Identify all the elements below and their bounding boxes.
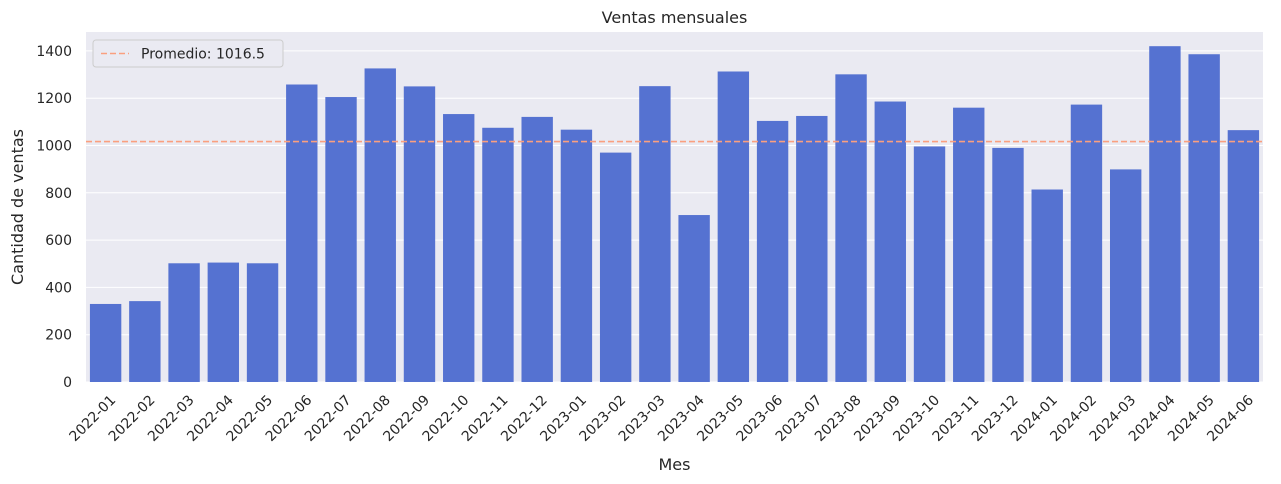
y-tick-label: 800 <box>45 186 72 202</box>
bar <box>874 101 906 382</box>
x-axis-title: Mes <box>659 455 691 474</box>
bar <box>286 84 318 382</box>
bar <box>325 97 357 382</box>
bar <box>207 262 240 382</box>
bar <box>678 215 710 382</box>
bar <box>246 263 279 382</box>
bar <box>443 114 475 382</box>
bar <box>89 303 122 382</box>
bar <box>756 120 789 383</box>
bar <box>521 116 553 382</box>
bar <box>560 129 593 382</box>
y-tick-label: 1000 <box>36 139 72 155</box>
x-tick-labels: 2022-012022-022022-032022-042022-052022-… <box>67 392 1258 445</box>
bar <box>835 74 867 382</box>
bar <box>1188 54 1220 382</box>
bar <box>168 263 200 382</box>
y-tick-label: 200 <box>45 328 72 344</box>
y-tick-label: 0 <box>63 375 72 391</box>
legend-box <box>92 39 284 68</box>
bar <box>913 146 946 382</box>
y-tick-label: 400 <box>45 280 72 296</box>
bar <box>1070 104 1103 382</box>
bar <box>1149 46 1181 383</box>
bars <box>89 46 1260 383</box>
bar <box>129 301 161 382</box>
bar <box>717 71 750 383</box>
legend: Promedio: 1016.5 <box>92 39 284 68</box>
y-tick-label: 1200 <box>36 91 72 107</box>
bar <box>1227 130 1260 382</box>
bar <box>992 147 1024 382</box>
y-axis-title: Cantidad de ventas <box>8 129 27 285</box>
plot-background <box>86 32 1263 382</box>
bar <box>482 127 514 382</box>
legend-label: Promedio: 1016.5 <box>141 47 265 63</box>
bar <box>1031 189 1063 382</box>
bar <box>639 86 671 383</box>
y-tick-label: 1400 <box>36 44 72 60</box>
bar <box>403 86 436 382</box>
chart-title: Ventas mensuales <box>602 8 748 27</box>
bar <box>599 152 632 382</box>
bar <box>953 107 985 383</box>
bar <box>364 68 396 383</box>
y-tick-labels: 0 200 400 600 800 1000 1200 1400 <box>36 44 72 391</box>
bar <box>796 115 828 383</box>
y-tick-label: 600 <box>45 233 72 249</box>
bar <box>1109 169 1142 382</box>
